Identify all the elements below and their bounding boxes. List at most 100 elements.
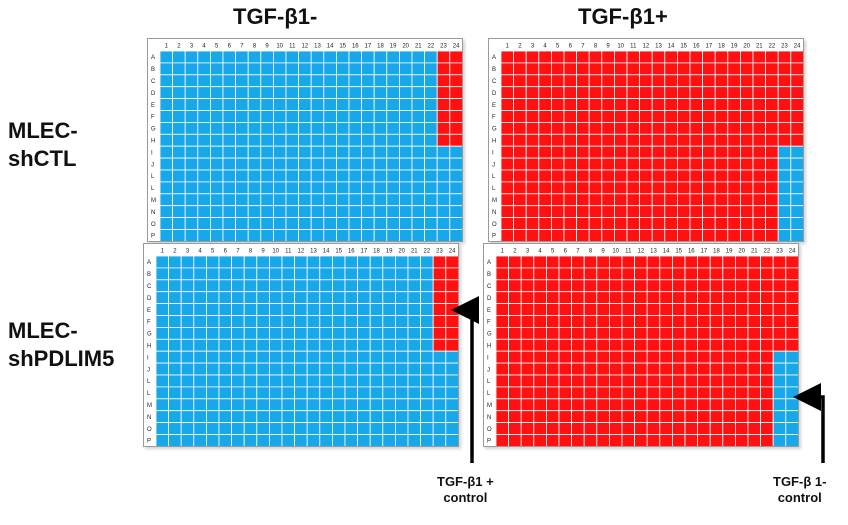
plate-well xyxy=(576,110,590,123)
plate-well xyxy=(714,98,729,111)
plate-well xyxy=(256,374,270,388)
plate-well xyxy=(639,145,653,159)
plate-well xyxy=(420,398,434,412)
plate-well xyxy=(702,110,716,123)
plate-well xyxy=(180,255,195,269)
plate-well xyxy=(533,350,547,364)
plate-well xyxy=(671,255,686,269)
plate-well xyxy=(614,229,628,242)
plate-column-label: 22 xyxy=(764,249,771,255)
plate-well xyxy=(634,398,648,412)
plate-well xyxy=(357,267,371,281)
plate-well xyxy=(348,157,363,171)
plate-well xyxy=(256,362,270,376)
plate-column-label: 16 xyxy=(348,249,355,255)
plate-well xyxy=(348,205,363,218)
plate-well xyxy=(273,133,287,147)
plate-well xyxy=(331,303,346,316)
plate-well xyxy=(424,110,438,123)
plate-well xyxy=(420,410,434,423)
plate-well xyxy=(722,386,736,400)
plate-well xyxy=(231,279,245,293)
plate-well xyxy=(752,193,767,207)
plate-well xyxy=(747,434,762,447)
plate-well xyxy=(533,279,547,293)
plate-well xyxy=(436,133,451,147)
plate-well xyxy=(373,86,388,100)
plate-well xyxy=(538,50,552,64)
plate-row-label: M xyxy=(151,198,156,204)
plate-well xyxy=(247,86,262,100)
plate-well xyxy=(445,255,459,269)
plate-well xyxy=(752,133,767,147)
plate-well xyxy=(525,157,540,171)
plate-well xyxy=(344,422,359,435)
plate-well xyxy=(269,338,283,352)
plate-well xyxy=(386,98,400,111)
plate-well xyxy=(386,50,400,64)
plate-row-label: F xyxy=(487,320,491,326)
plate-well xyxy=(197,205,211,218)
plate-well xyxy=(432,338,447,352)
row-title-shctl-line1: MLEC- xyxy=(8,118,78,143)
plate-column-label: 14 xyxy=(663,249,670,255)
plate-well xyxy=(344,315,359,328)
plate-well xyxy=(538,74,552,88)
plate-well xyxy=(671,434,686,447)
plate-well xyxy=(739,86,754,100)
plate-well xyxy=(571,374,585,388)
plate-column-label: 22 xyxy=(424,249,431,255)
plate-well xyxy=(747,279,762,293)
plate-well xyxy=(206,434,220,447)
plate-well xyxy=(449,229,463,242)
plate-well xyxy=(310,169,325,183)
plate-well xyxy=(281,386,296,400)
plate-well xyxy=(344,410,359,423)
plate-well xyxy=(513,122,527,135)
plate-row-label: L xyxy=(151,174,155,180)
plate-well xyxy=(298,193,312,207)
plate-column-label: 17 xyxy=(365,44,372,50)
plate-well xyxy=(747,267,762,281)
plate-well xyxy=(596,362,610,376)
plate-well xyxy=(373,193,388,207)
plate-well xyxy=(709,279,724,293)
plate-column-label: 14 xyxy=(323,249,330,255)
plate-well xyxy=(772,410,787,423)
plate-row-label: E xyxy=(492,103,496,109)
plate-well xyxy=(260,205,274,218)
plate-well xyxy=(671,315,686,328)
plate-well xyxy=(243,315,258,328)
plate-well xyxy=(621,291,636,305)
plate-well xyxy=(398,205,413,218)
plate-well xyxy=(155,338,170,352)
plate-well xyxy=(210,74,224,88)
plate-well xyxy=(407,303,422,316)
plate-well xyxy=(344,338,359,352)
plate-column-label: 1 xyxy=(161,249,165,255)
plate-well xyxy=(235,86,249,100)
plate-well xyxy=(634,422,648,435)
plate-well xyxy=(168,267,182,281)
plate-well xyxy=(243,350,258,364)
plate-well xyxy=(331,374,346,388)
plate-well xyxy=(449,98,463,111)
plate-well xyxy=(495,279,510,293)
plate-well xyxy=(576,145,590,159)
plate-well xyxy=(621,350,636,364)
plate-well xyxy=(747,350,762,364)
plate-well xyxy=(420,422,434,435)
plate-well xyxy=(747,338,762,352)
plate-well xyxy=(734,255,749,269)
plate-well xyxy=(420,255,434,269)
plate-well xyxy=(777,110,792,123)
plate-well xyxy=(563,74,578,88)
plate-well xyxy=(601,217,615,230)
plate-row-label: I xyxy=(147,355,149,361)
plate-well xyxy=(361,217,375,230)
plate-well xyxy=(243,386,258,400)
plate-well xyxy=(247,157,262,171)
plate-well xyxy=(583,374,598,388)
plate-well xyxy=(533,338,547,352)
plate-well xyxy=(576,229,590,242)
